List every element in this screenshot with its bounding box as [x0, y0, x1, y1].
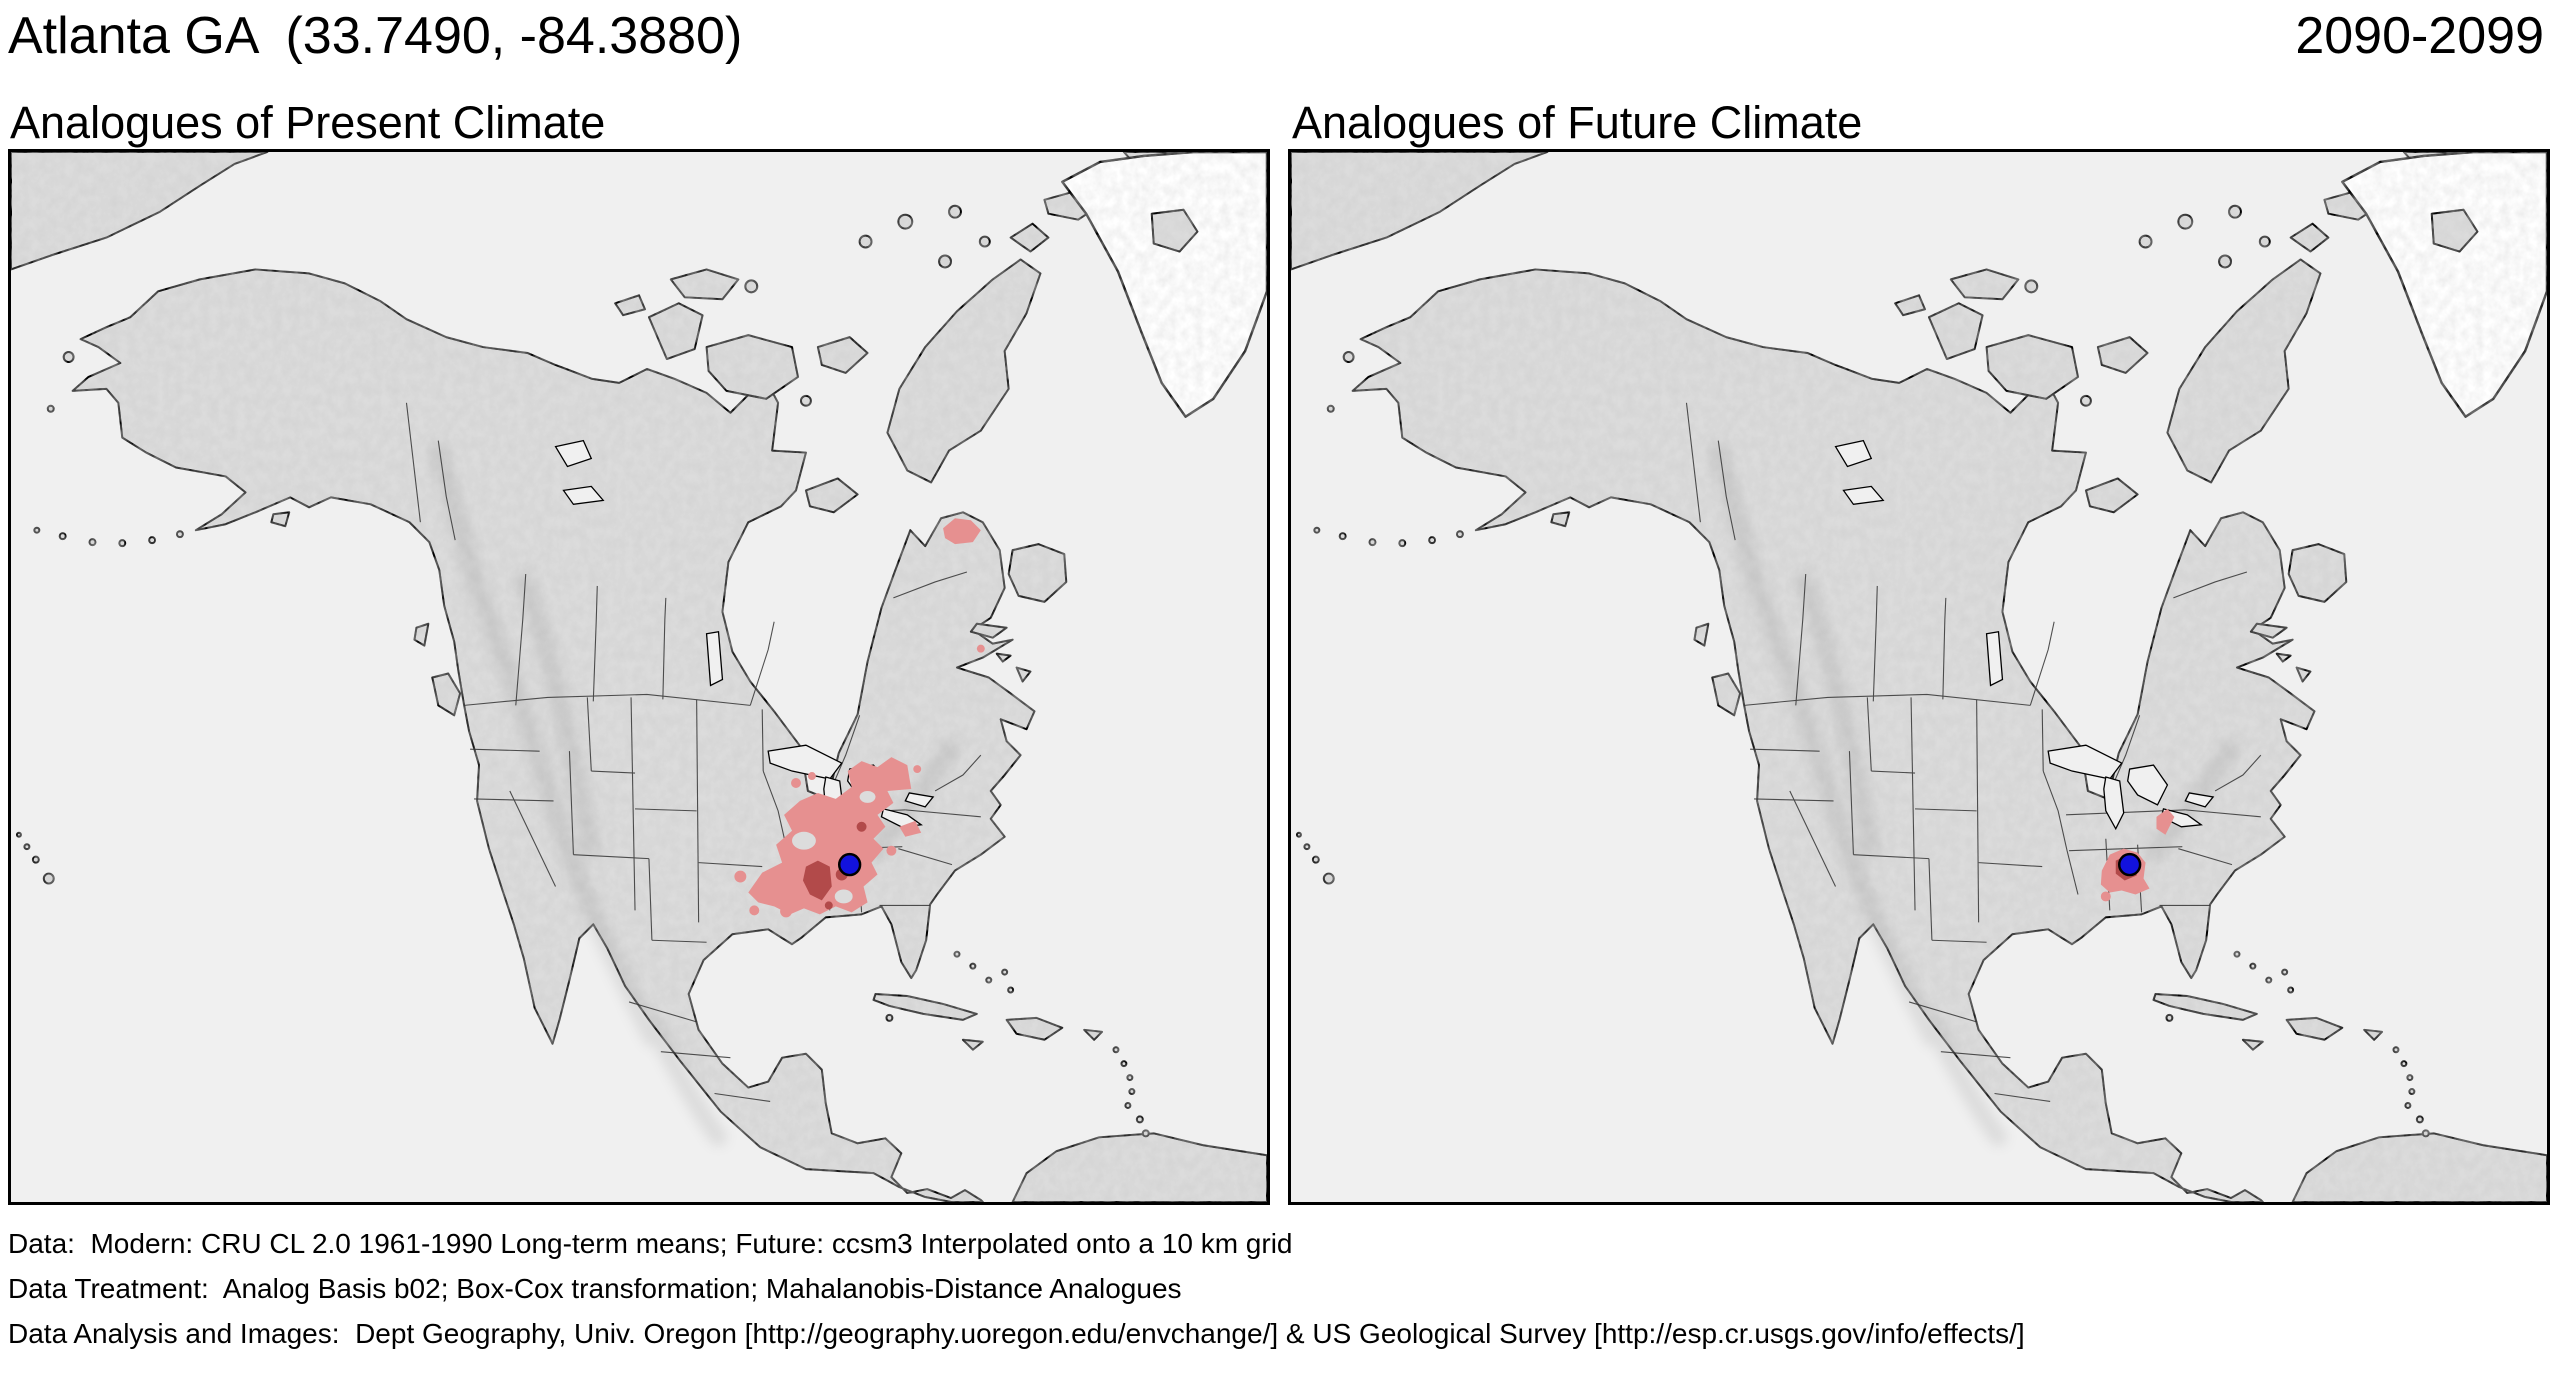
atlanta-marker [837, 852, 862, 877]
page-title: Atlanta GA (33.7490, -84.3880) [8, 7, 743, 65]
future-map-title: Analogues of Future Climate [1292, 97, 1863, 148]
north-america-map-future [1291, 152, 2547, 1202]
period-label: 2090-2099 [2295, 7, 2544, 65]
map-panel-present [8, 149, 1270, 1205]
analog-region-dark [802, 821, 867, 910]
present-analog-regions [734, 518, 985, 918]
footer-credits-line: Data Analysis and Images: Dept Geography… [8, 1318, 2025, 1349]
analog-region-light [734, 518, 985, 918]
future-analog-regions [2100, 808, 2175, 902]
footer-treatment-line: Data Treatment: Analog Basis b02; Box-Co… [8, 1273, 1182, 1304]
atlanta-marker [2117, 852, 2142, 877]
footer-data-line: Data: Modern: CRU CL 2.0 1961-1990 Long-… [8, 1228, 1293, 1259]
north-america-map-present [11, 152, 1267, 1202]
map-panel-future [1288, 149, 2550, 1205]
present-map-title: Analogues of Present Climate [10, 97, 606, 148]
